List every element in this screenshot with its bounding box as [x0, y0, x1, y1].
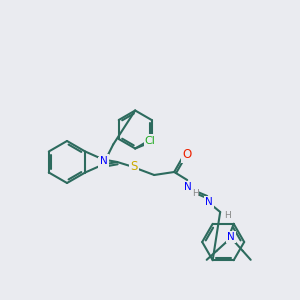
Text: N: N — [99, 158, 107, 169]
Text: H: H — [192, 190, 199, 199]
Text: N: N — [227, 232, 235, 242]
Text: Cl: Cl — [145, 136, 156, 146]
Text: O: O — [183, 148, 192, 161]
Text: H: H — [224, 211, 231, 220]
Text: N: N — [184, 182, 192, 192]
Text: S: S — [130, 160, 138, 173]
Text: N: N — [100, 155, 108, 166]
Text: N: N — [205, 197, 213, 207]
